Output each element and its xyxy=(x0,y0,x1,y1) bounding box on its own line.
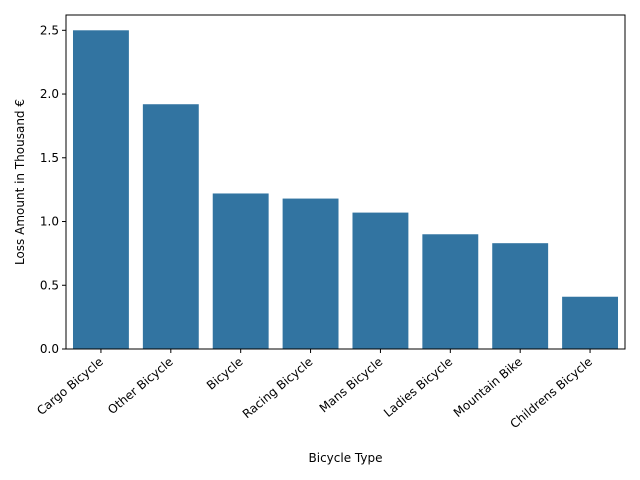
bar-cargo-bicycle xyxy=(72,30,129,350)
bar-racing-bicycle xyxy=(282,198,339,349)
y-tick-label: 2.0 xyxy=(40,87,59,101)
x-tick-label: Mountain Bike xyxy=(451,355,525,420)
bars-group xyxy=(72,30,619,350)
x-axis-label: Bicycle Type xyxy=(309,451,383,465)
plot-frame xyxy=(65,14,626,350)
y-tick-label: 2.5 xyxy=(40,23,59,37)
bar-ladies-bicycle xyxy=(422,234,479,349)
bar-mans-bicycle xyxy=(352,212,409,349)
x-tick-label: Bicycle xyxy=(204,355,246,393)
y-axis-label: Loss Amount in Thousand € xyxy=(13,99,27,265)
y-tick-label: 1.0 xyxy=(40,215,59,229)
x-tick-label: Racing Bicycle xyxy=(240,355,316,422)
y-tick-label: 1.5 xyxy=(40,151,59,165)
x-tick-label: Mans Bicycle xyxy=(317,355,386,416)
x-tick-label: Other Bicycle xyxy=(105,355,176,417)
x-tick-label: Ladies Bicycle xyxy=(381,355,455,420)
y-tick-label: 0.0 xyxy=(40,342,59,356)
bar-other-bicycle xyxy=(142,104,199,350)
bar-bicycle xyxy=(212,193,269,349)
x-axis-ticks: Cargo Bicycle Other Bicycle BicycleRacing … xyxy=(34,349,595,431)
bar-childrens-bicycle xyxy=(562,296,619,349)
y-tick-label: 0.5 xyxy=(40,278,59,292)
bar-mountain-bike xyxy=(492,243,549,349)
x-tick-label: Cargo Bicycle xyxy=(34,355,106,418)
y-axis-ticks: 0.0 0.5 1.0 1.5 2.0 2.5 xyxy=(40,23,66,356)
